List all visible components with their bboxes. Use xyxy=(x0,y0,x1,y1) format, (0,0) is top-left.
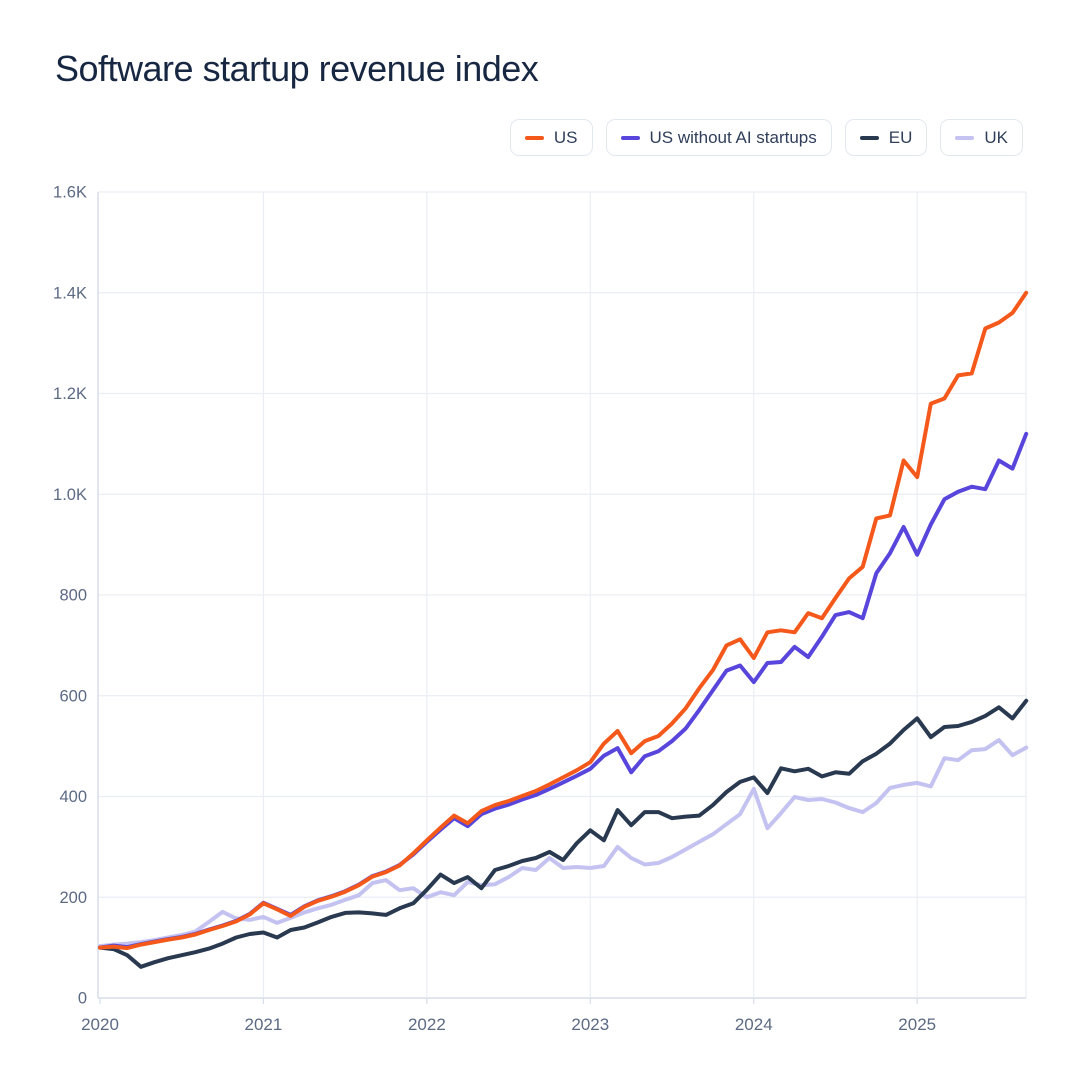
y-axis-tick-label: 800 xyxy=(59,587,87,605)
y-axis-tick-label: 1.2K xyxy=(53,385,87,403)
x-axis-tick-label: 2022 xyxy=(408,1015,446,1034)
y-axis-tick-label: 200 xyxy=(59,889,87,907)
y-axis-tick-label: 1.4K xyxy=(53,284,87,302)
series-line-us-without-ai-startups xyxy=(98,431,1029,950)
legend-swatch-icon xyxy=(859,135,879,140)
y-axis-tick-label: 600 xyxy=(59,687,87,705)
series-line-uk xyxy=(98,738,1029,949)
legend-item-us-without-ai-startups[interactable]: US without AI startups xyxy=(605,119,832,156)
legend: US US without AI startups EU UK xyxy=(509,119,1023,156)
page-title: Software startup revenue index xyxy=(55,48,539,89)
legend-label: EU xyxy=(888,128,913,147)
legend-item-eu[interactable]: EU xyxy=(844,119,928,156)
y-axis-tick-label: 400 xyxy=(59,788,87,806)
legend-item-us[interactable]: US xyxy=(509,119,593,156)
y-axis-tick-label: 0 xyxy=(78,990,87,1008)
legend-item-uk[interactable]: UK xyxy=(940,119,1023,156)
x-axis-tick-label: 2024 xyxy=(735,1015,773,1034)
y-axis-tick-label: 1.6K xyxy=(53,184,87,202)
legend-swatch-icon xyxy=(620,135,640,140)
x-axis-tick-label: 2023 xyxy=(571,1015,609,1034)
x-axis-tick-label: 2025 xyxy=(898,1015,936,1034)
series-line-eu xyxy=(98,698,1029,969)
y-axis-tick-label: 1.0K xyxy=(53,486,87,504)
legend-swatch-icon xyxy=(524,135,544,140)
legend-swatch-icon xyxy=(955,135,975,140)
x-axis-tick-label: 2021 xyxy=(245,1015,283,1034)
series-line-us xyxy=(98,290,1029,951)
legend-label: US without AI startups xyxy=(649,128,817,147)
legend-label: UK xyxy=(984,128,1008,147)
legend-label: US xyxy=(553,128,578,147)
x-axis-tick-label: 2020 xyxy=(81,1015,119,1034)
